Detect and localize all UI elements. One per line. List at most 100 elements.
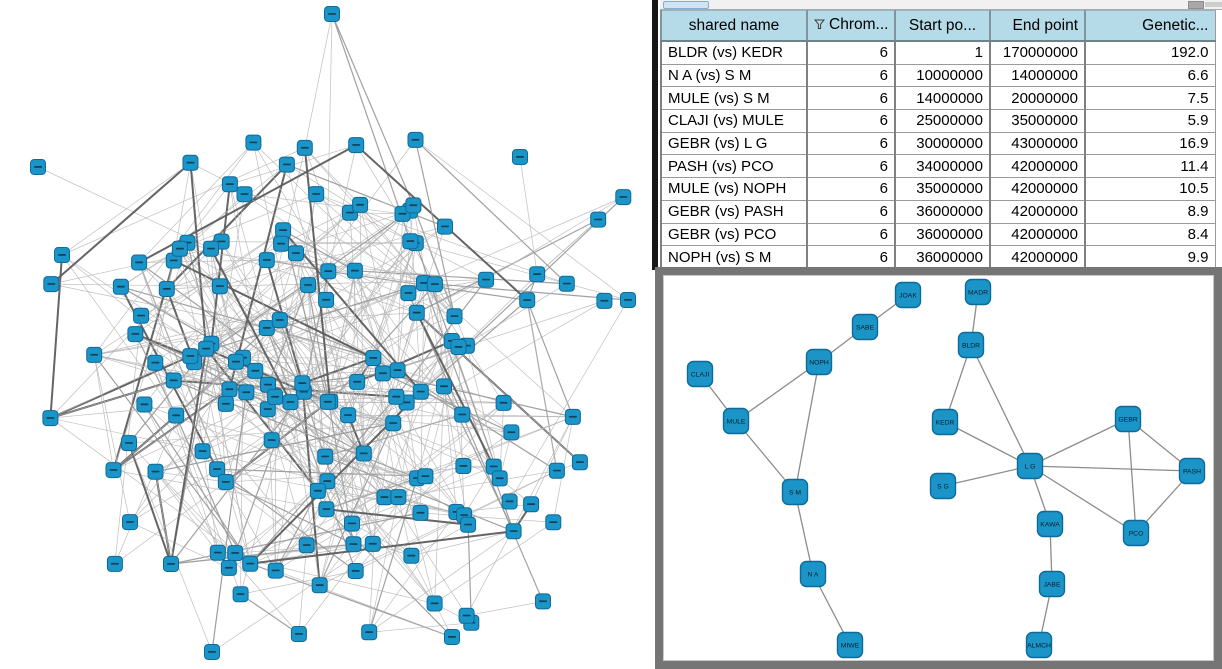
- table-row[interactable]: MULE (vs) NOPH 6 35000000 42000000 10.5: [660, 177, 1215, 201]
- table-cell[interactable]: 35000000: [989, 109, 1085, 133]
- hairball-node[interactable]: [485, 458, 502, 475]
- hairball-node[interactable]: [505, 523, 522, 540]
- scrollbar-step[interactable]: [1188, 1, 1204, 9]
- hairball-node[interactable]: [236, 186, 253, 203]
- network-edge-noph-mule[interactable]: [735, 361, 820, 422]
- table-row[interactable]: GEBR (vs) PCO 6 36000000 42000000 8.4: [660, 222, 1215, 246]
- hairball-node[interactable]: [455, 458, 472, 474]
- hairball-node[interactable]: [317, 448, 334, 465]
- table-row[interactable]: BLDR (vs) KEDR 6 1 170000000 192.0: [660, 40, 1215, 65]
- network-edge-bldr-l-g[interactable]: [970, 344, 1031, 467]
- hairball-node[interactable]: [345, 536, 362, 553]
- table-cell[interactable]: 25000000: [894, 109, 990, 133]
- hairball-node[interactable]: [238, 384, 255, 401]
- table-cell[interactable]: GEBR (vs) L G: [660, 131, 807, 155]
- hairball-node[interactable]: [105, 462, 122, 479]
- table-cell[interactable]: 6: [806, 177, 895, 201]
- table-cell[interactable]: 6: [806, 154, 895, 178]
- table-cell[interactable]: 42000000: [989, 177, 1085, 201]
- network-node-claji[interactable]: CLAJI: [686, 360, 714, 388]
- hairball-node[interactable]: [263, 432, 280, 449]
- table-cell[interactable]: 43000000: [989, 131, 1085, 155]
- table-cell[interactable]: 6: [806, 40, 895, 65]
- hairball-node[interactable]: [590, 211, 607, 228]
- hairball-node[interactable]: [535, 593, 551, 610]
- hairball-node[interactable]: [112, 278, 129, 295]
- network-node-joak[interactable]: JOAK: [894, 281, 922, 309]
- hairball-node[interactable]: [258, 252, 275, 269]
- network-node-miwe[interactable]: MIWE: [836, 631, 864, 659]
- hairball-node[interactable]: [444, 629, 460, 645]
- table-row[interactable]: N A (vs) S M 6 10000000 14000000 6.6: [660, 63, 1215, 87]
- subnetwork-canvas[interactable]: JOAK MADR SABE NOPH BLDR CLAJI MULE KEDR GEBR L G…: [664, 276, 1213, 660]
- table-cell[interactable]: 14000000: [894, 86, 990, 110]
- network-node-n-a[interactable]: N A: [799, 560, 827, 588]
- hairball-node[interactable]: [232, 586, 249, 603]
- table-cell[interactable]: 1: [894, 40, 990, 65]
- network-node-pash[interactable]: PASH: [1178, 457, 1206, 485]
- network-edge-noph-s-m[interactable]: [794, 361, 820, 493]
- hairball-node[interactable]: [596, 292, 613, 309]
- hairball-node[interactable]: [365, 350, 382, 366]
- hairball-node[interactable]: [437, 218, 453, 235]
- table-cell[interactable]: N A (vs) S M: [660, 63, 807, 87]
- network-node-jabe[interactable]: JABE: [1038, 570, 1066, 598]
- table-cell[interactable]: CLAJI (vs) MULE: [660, 109, 807, 133]
- column-header-start-po[interactable]: Start po...: [894, 10, 990, 42]
- hairball-node[interactable]: [426, 276, 443, 293]
- hairball-node[interactable]: [217, 395, 234, 412]
- hairball-node[interactable]: [182, 348, 199, 365]
- network-node-mule[interactable]: MULE: [722, 407, 750, 435]
- hairball-node[interactable]: [30, 159, 46, 175]
- hairball-node[interactable]: [194, 443, 211, 460]
- network-node-s-g[interactable]: S G: [929, 472, 957, 500]
- table-cell[interactable]: 6: [806, 109, 895, 133]
- table-cell[interactable]: 30000000: [894, 131, 990, 155]
- hairball-node[interactable]: [340, 407, 357, 424]
- column-header-chrom[interactable]: Chrom...: [806, 10, 895, 42]
- hairball-node[interactable]: [491, 470, 508, 487]
- hairball-node[interactable]: [311, 577, 328, 594]
- hairball-node[interactable]: [267, 562, 284, 579]
- hairball-node[interactable]: [564, 408, 581, 425]
- hairball-node[interactable]: [209, 544, 226, 561]
- table-cell[interactable]: 6: [806, 86, 895, 110]
- hairball-node[interactable]: [106, 555, 123, 572]
- hairball-node[interactable]: [282, 394, 299, 411]
- table-cell[interactable]: 9.9: [1084, 245, 1215, 269]
- network-node-sabe[interactable]: SABE: [851, 313, 879, 341]
- hairball-node[interactable]: [290, 626, 307, 642]
- hairball-node[interactable]: [288, 245, 304, 262]
- hairball-node[interactable]: [344, 515, 360, 532]
- table-row[interactable]: CLAJI (vs) MULE 6 25000000 35000000 5.9: [660, 109, 1215, 133]
- hairball-node[interactable]: [348, 137, 365, 154]
- hairball-node[interactable]: [361, 624, 378, 641]
- hairball-node[interactable]: [221, 381, 238, 398]
- hairball-node[interactable]: [352, 196, 369, 213]
- table-cell[interactable]: 6: [806, 199, 895, 223]
- hairball-node[interactable]: [412, 383, 429, 400]
- hairball-node[interactable]: [308, 186, 325, 203]
- table-cell[interactable]: MULE (vs) NOPH: [660, 177, 807, 201]
- column-header-shared-name[interactable]: shared name: [660, 10, 807, 42]
- hairball-node[interactable]: [412, 504, 429, 521]
- network-edge-l-g-pco[interactable]: [1029, 465, 1137, 534]
- hairball-node[interactable]: [347, 563, 364, 579]
- hairball-node[interactable]: [198, 340, 215, 357]
- hairball-node[interactable]: [122, 514, 138, 531]
- table-cell[interactable]: 42000000: [989, 245, 1085, 269]
- hairball-node[interactable]: [545, 514, 562, 531]
- hairball-node[interactable]: [346, 262, 363, 279]
- table-row[interactable]: GEBR (vs) PASH 6 36000000 42000000 8.9: [660, 199, 1215, 223]
- hairball-node[interactable]: [147, 354, 164, 371]
- hairball-node[interactable]: [165, 252, 182, 269]
- hairball-node[interactable]: [417, 468, 434, 485]
- hairball-node[interactable]: [171, 240, 188, 257]
- hairball-node[interactable]: [523, 496, 540, 513]
- hairball-node[interactable]: [529, 266, 546, 283]
- column-header-genetic[interactable]: Genetic...: [1084, 10, 1215, 42]
- hairball-node[interactable]: [217, 474, 234, 490]
- hairball-node[interactable]: [158, 281, 175, 297]
- hairball-node[interactable]: [318, 501, 335, 518]
- hairball-node[interactable]: [501, 493, 518, 510]
